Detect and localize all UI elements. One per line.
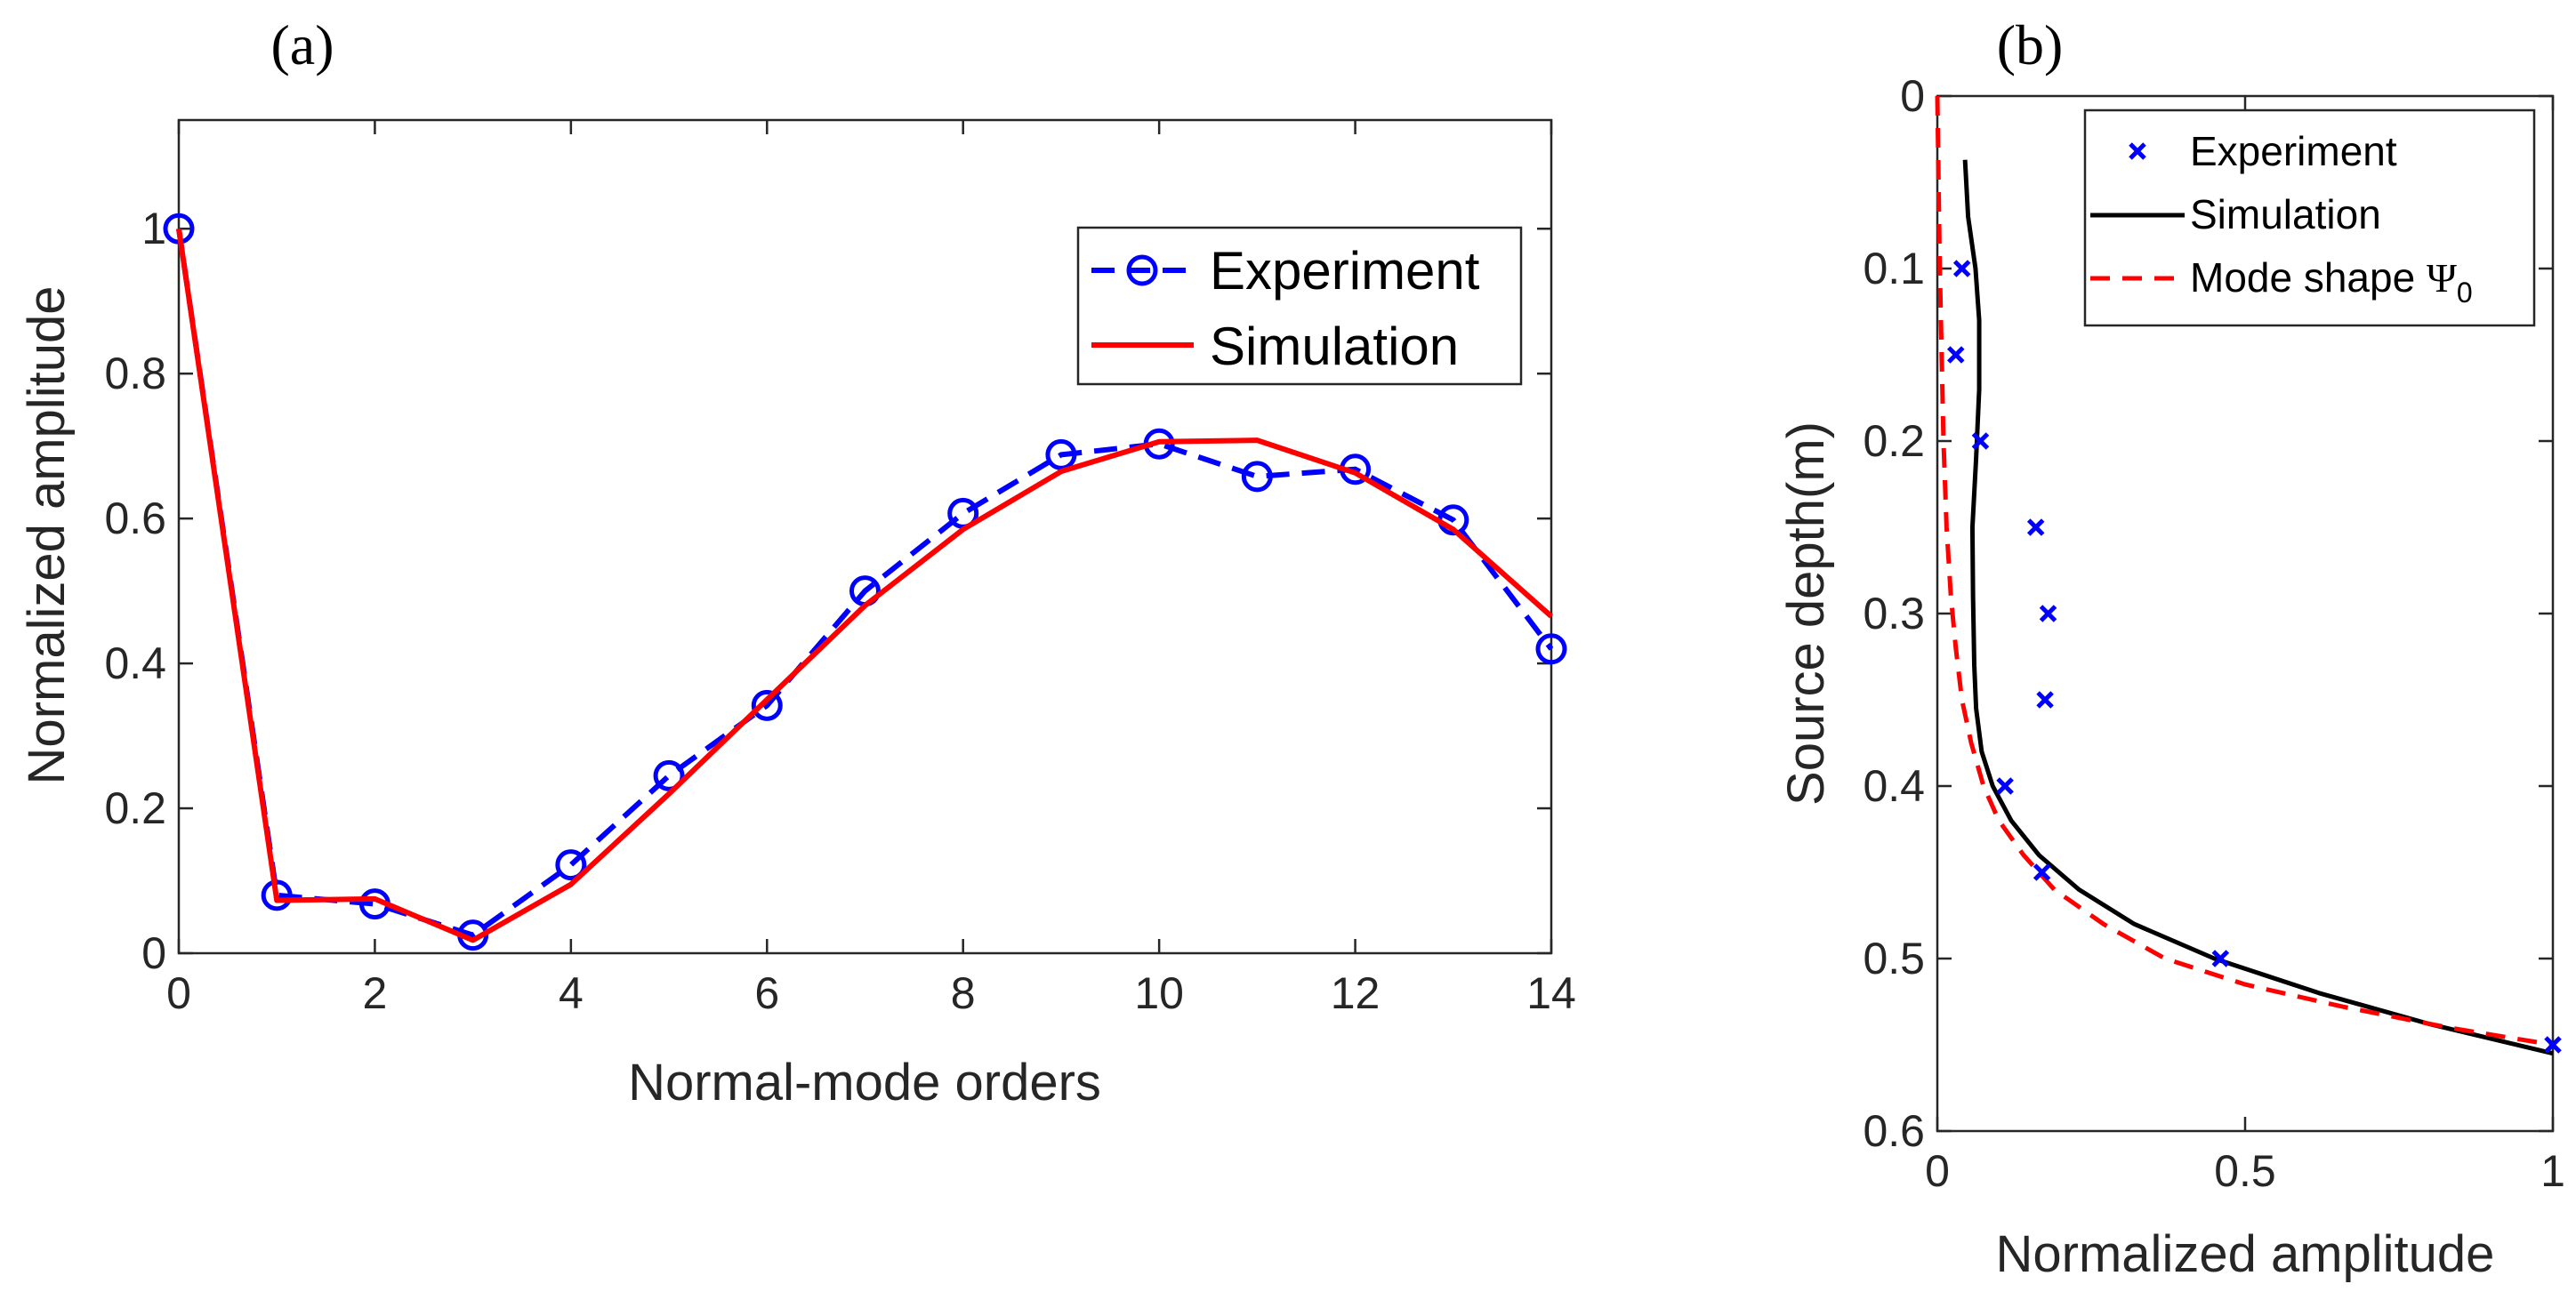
experiment-b-point-stroke (2026, 518, 2045, 536)
legend-a-box (1076, 226, 1523, 386)
experiment-b-point-stroke (1952, 260, 1971, 277)
legend-b-mode-subscript: 0 (2457, 277, 2473, 309)
experiment-b-point (2211, 950, 2230, 967)
y-tick-label-b: 0.2 (1863, 416, 1925, 466)
series-simulation-b-line (1962, 159, 2554, 1056)
experiment-b-point (2033, 863, 2051, 881)
experiment-b-point-stroke (1996, 777, 2014, 795)
legend-b-simulation-label: Simulation (2190, 191, 2381, 237)
experiment-point (1045, 438, 1077, 470)
legend-b: Experiment Simulation Mode shape Ψ0 (2083, 108, 2536, 327)
x-tick-label-a: 10 (1134, 968, 1184, 1018)
legend-b-mode-prefix: Mode shape (2190, 254, 2427, 301)
experiment-b-point (2544, 1036, 2562, 1054)
experiment-b-point-stroke (2036, 691, 2054, 709)
y-tick-label-a: 0.4 (104, 638, 166, 688)
y-tick-label-b: 0.5 (1863, 934, 1925, 983)
legend-a: Experiment Simulation (1076, 226, 1523, 386)
experiment-b-point (2036, 691, 2054, 709)
series-simulation-line (176, 228, 1553, 943)
plot-a-xlabel: Normal-mode orders (628, 1054, 1101, 1111)
panel-a-label: (a) (270, 13, 334, 76)
y-tick-label-b: 0.1 (1863, 244, 1925, 293)
x-tick-label-a: 0 (166, 968, 191, 1018)
x-tick-label-a: 12 (1331, 968, 1381, 1018)
panel-a: (a) 0 2 4 6 8 10 12 14 0 0.2 0.4 0.6 0.8 1 Normal-mod… (18, 13, 1576, 1111)
experiment-b-point-stroke (1971, 432, 1990, 450)
experiment-b-point (1996, 777, 2014, 795)
plot-b-xlabel: Normalized amplitude (1996, 1225, 2495, 1283)
experiment-b-point-stroke (2211, 950, 2230, 967)
y-tick-label-a: 0.2 (104, 783, 166, 833)
legend-b-experiment-marker (2129, 142, 2146, 160)
experiment-point (555, 849, 587, 881)
y-tick-label-b: 0.3 (1863, 589, 1925, 638)
experiment-point (1241, 461, 1273, 493)
x-tick-label-b: 0.5 (2214, 1146, 2276, 1196)
experiment-b-point (1952, 260, 1971, 277)
x-tick-label-b: 1 (2540, 1146, 2565, 1196)
experiment-b-point-stroke (1946, 346, 1965, 364)
y-tick-label-a: 0.8 (104, 349, 166, 398)
y-tick-label-b: 0.6 (1863, 1106, 1925, 1156)
legend-b-box (2083, 108, 2536, 327)
legend-a-experiment-marker (1126, 254, 1158, 286)
x-tick-label-a: 6 (754, 968, 779, 1018)
y-tick-label-b: 0 (1900, 71, 1925, 121)
experiment-point (1535, 633, 1567, 665)
legend-a-simulation-label: Simulation (1210, 317, 1459, 376)
experiment-point (653, 759, 685, 791)
experiment-b-point (2026, 518, 2045, 536)
x-tick-label-a: 14 (1526, 968, 1576, 1018)
legend-b-mode-symbol: Ψ (2427, 255, 2457, 301)
y-tick-label-a: 0 (141, 928, 166, 978)
experiment-point (751, 689, 783, 721)
experiment-b-point (2039, 605, 2057, 622)
legend-b-experiment-label: Experiment (2190, 128, 2397, 174)
y-tick-label-a: 0.6 (104, 494, 166, 543)
panel-b: (b) 0 0.5 1 0 0.1 0.2 0.3 0.4 0.5 0.6 Normalized … (1777, 13, 2565, 1283)
experiment-b-point-stroke (2544, 1036, 2562, 1054)
y-tick-label-a: 1 (141, 204, 166, 253)
series-experiment-line (176, 228, 1554, 938)
series-mode-shape-line (1935, 95, 2554, 1047)
plot-a-ylabel: Normalized amplitude (18, 286, 76, 785)
experiment-b-point-stroke (2033, 863, 2051, 881)
x-tick-label-b: 0 (1925, 1146, 1950, 1196)
x-tick-label-a: 4 (559, 968, 584, 1018)
panel-b-label: (b) (1997, 13, 2064, 76)
legend-a-experiment-label: Experiment (1210, 241, 1480, 301)
x-tick-label-a: 2 (363, 968, 388, 1018)
x-tick-label-a: 8 (951, 968, 976, 1018)
experiment-b-point (1946, 346, 1965, 364)
experiment-b-point-stroke (2039, 605, 2057, 622)
legend-b-mode-label: Mode shape Ψ0 (2190, 254, 2473, 309)
plot-b-ylabel: Source depth(m) (1777, 421, 1835, 806)
experiment-b-point (1971, 432, 1990, 450)
y-tick-label-b: 0.4 (1863, 761, 1925, 811)
